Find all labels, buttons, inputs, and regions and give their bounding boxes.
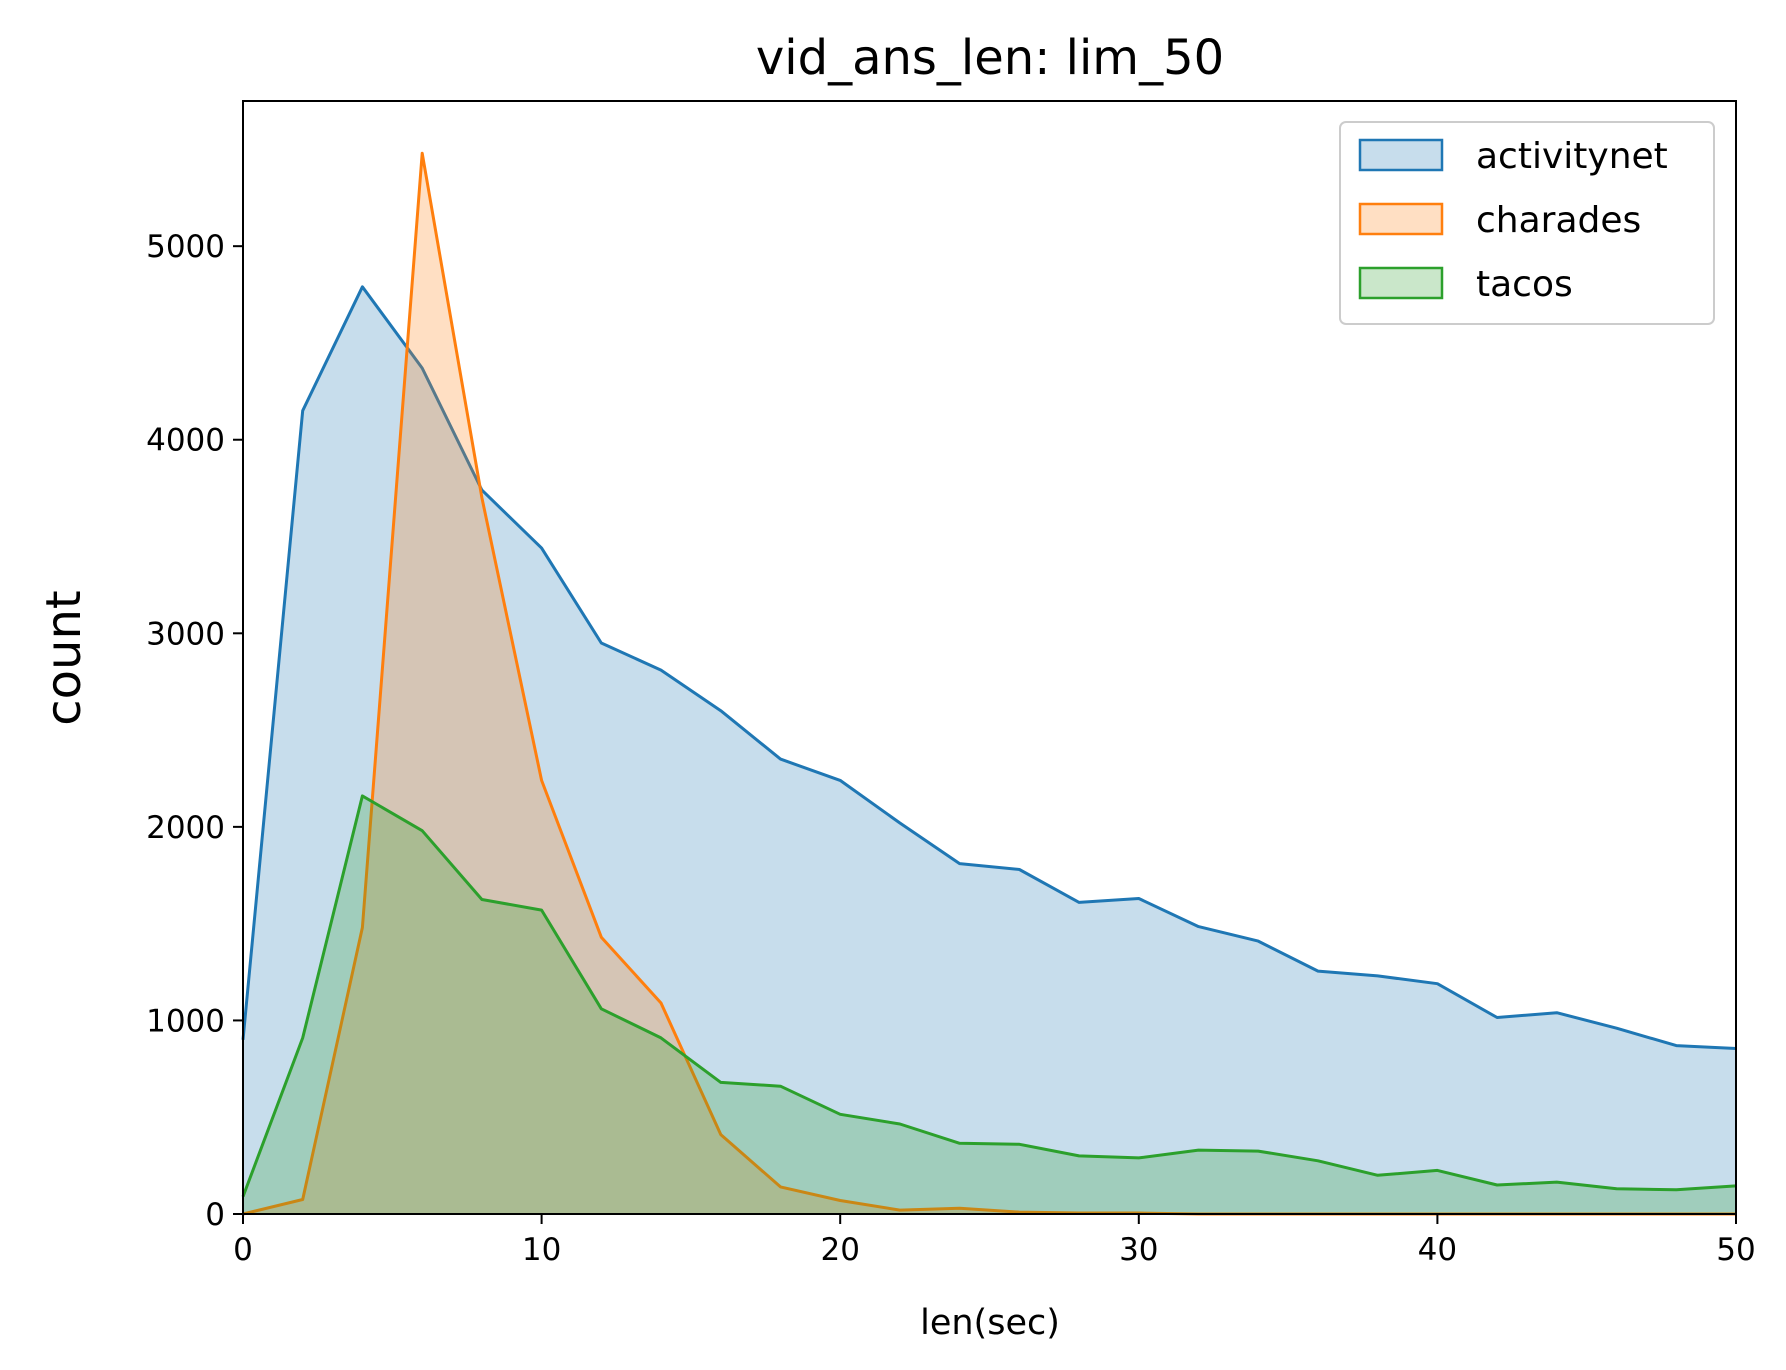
x-tick-label: 50: [1716, 1232, 1755, 1268]
y-tick-label: 1000: [146, 1003, 225, 1039]
x-axis: 0 10 20 30 40 50: [233, 1214, 1756, 1268]
x-tick-label: 40: [1418, 1232, 1457, 1268]
legend-label-charades: charades: [1476, 200, 1641, 241]
legend-swatch-charades: [1358, 202, 1444, 236]
series-line-activitynet: [241, 285, 1737, 1050]
series-line-tacos: [241, 794, 1737, 1198]
series-layer: [241, 151, 1737, 1216]
series-area-charades: [243, 153, 1736, 1214]
y-axis-label: count: [36, 590, 92, 725]
y-tick-label: 5000: [146, 229, 225, 265]
legend-label-activitynet: activitynet: [1476, 136, 1668, 177]
y-tick-label: 3000: [146, 616, 225, 652]
legend-swatch-tacos: [1358, 266, 1444, 300]
x-tick-label: 20: [820, 1232, 859, 1268]
series-area-activitynet: [243, 286, 1736, 1214]
plot-frame: [242, 100, 1737, 1215]
chart-title: vid_ans_len: lim_50: [756, 30, 1224, 86]
y-tick-label: 2000: [146, 810, 225, 846]
y-axis: 0 1000 2000 3000 4000 5000: [146, 229, 243, 1233]
y-tick-label: 4000: [146, 423, 225, 459]
legend-swatch-activitynet: [1358, 138, 1444, 172]
x-tick-label: 10: [522, 1232, 561, 1268]
legend-box: [1339, 121, 1715, 325]
legend: activitynet charades tacos: [1339, 121, 1715, 325]
series-area-tacos: [243, 795, 1736, 1214]
x-tick-label: 30: [1119, 1232, 1158, 1268]
legend-label-tacos: tacos: [1476, 264, 1573, 305]
y-tick-label: 0: [205, 1197, 225, 1233]
x-axis-label: len(sec): [920, 1303, 1060, 1343]
x-tick-label: 0: [233, 1232, 253, 1268]
